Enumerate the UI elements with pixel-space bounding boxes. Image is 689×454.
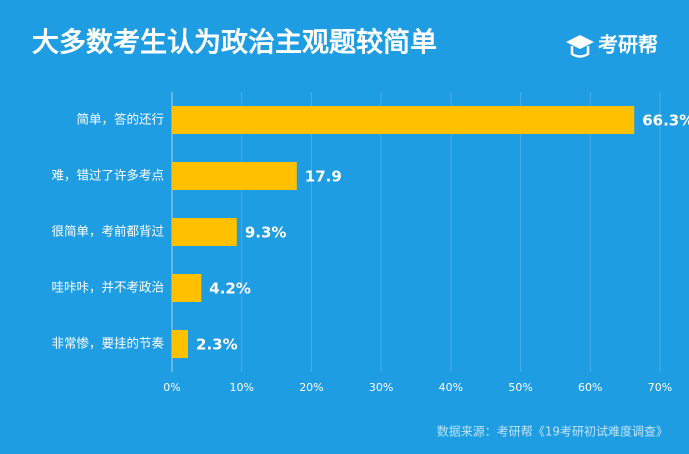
value-label: 9.3% [245, 224, 287, 242]
x-tick-label: 0% [163, 381, 180, 394]
x-tick-label: 40% [439, 381, 463, 394]
chart-title: 大多数考生认为政治主观题较简单 [32, 27, 437, 59]
y-tick-label: 很简单，考前都背过 [51, 224, 164, 239]
logo-icon [566, 35, 594, 49]
value-label: 17.9 [305, 168, 342, 186]
value-label: 66.3% [642, 112, 689, 130]
source-note: 数据来源：考研帮《19考研初试难度调查》 [437, 424, 668, 439]
bar [172, 106, 635, 134]
x-tick-label: 10% [229, 381, 253, 394]
bar [172, 162, 297, 190]
x-tick-label: 30% [369, 381, 393, 394]
brand-name: 考研帮 [598, 33, 658, 57]
brand-logo: 考研帮 [566, 33, 658, 58]
x-tick-label: 60% [578, 381, 602, 394]
logo-icon [570, 46, 590, 58]
y-tick-label: 哇咔咔，并不考政治 [51, 280, 164, 295]
x-tick-label: 20% [299, 381, 323, 394]
x-tick-label: 50% [508, 381, 532, 394]
y-tick-label: 简单，答的还行 [76, 112, 164, 127]
bar [172, 218, 237, 246]
bar [172, 274, 202, 302]
bar [172, 330, 189, 358]
value-label: 4.2% [209, 280, 251, 298]
y-tick-label: 难，错过了许多考点 [51, 168, 164, 183]
y-tick-label: 非常惨，要挂的节奏 [51, 336, 164, 351]
x-tick-label: 70% [648, 381, 672, 394]
value-label: 2.3% [196, 336, 238, 354]
